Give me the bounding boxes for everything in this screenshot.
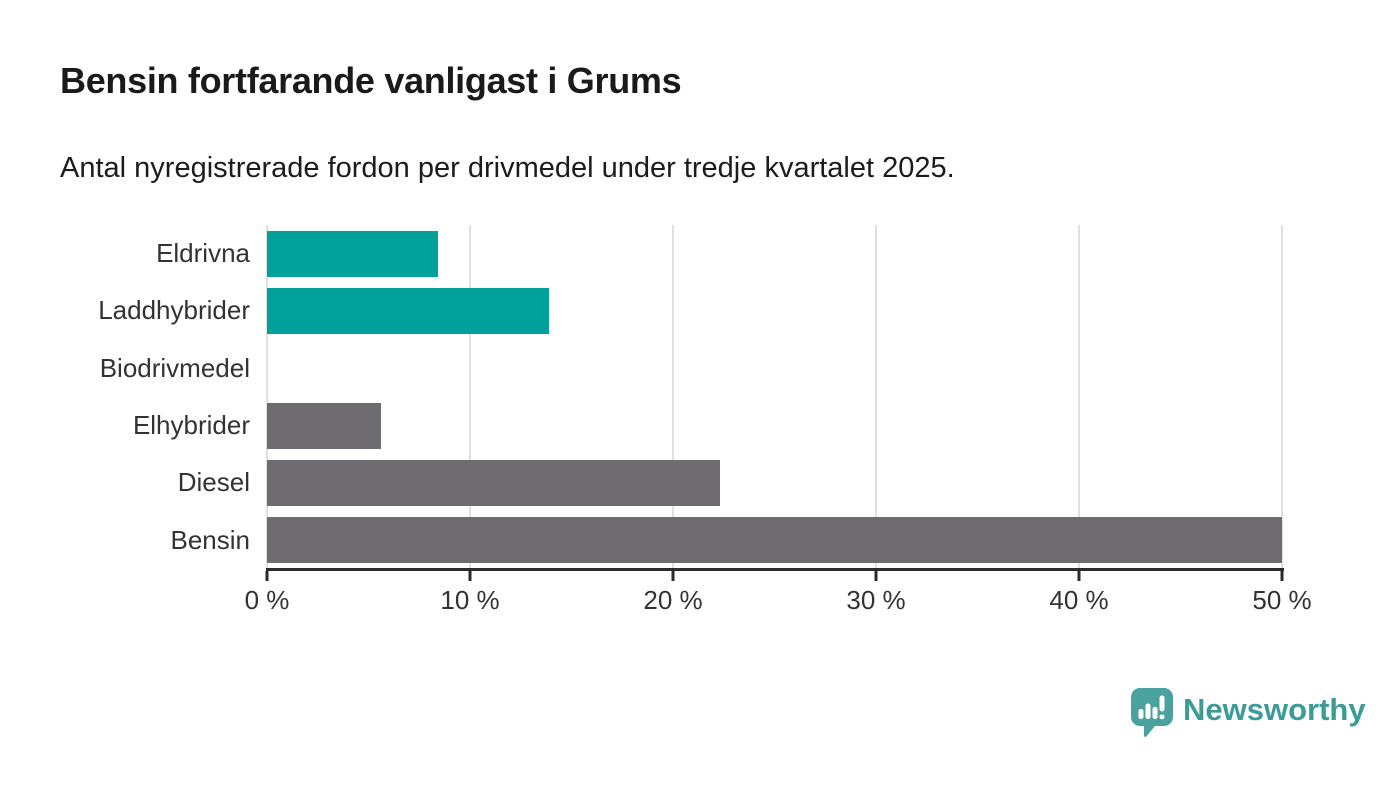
category-label-eldrivna: Eldrivna — [156, 238, 250, 268]
x-axis-line — [266, 568, 1284, 571]
gridline-40 — [1078, 225, 1080, 569]
x-axis: 0 % 10 % 20 % 30 % 40 % 50 % — [245, 568, 1312, 628]
newsworthy-logo-text: Newsworthy — [1183, 692, 1366, 727]
category-labels: Eldrivna Laddhybrider Biodrivmedel Elhybrid… — [0, 225, 250, 569]
bar-elhybrider — [267, 402, 381, 449]
axis-tick-label-20: 20 % — [643, 585, 703, 615]
axis-tick-50 — [1280, 571, 1284, 581]
chart-subtitle: Antal nyregistrerade fordon per drivmede… — [60, 152, 955, 184]
axis-tick-label-40: 40 % — [1049, 585, 1109, 615]
chart-title: Bensin fortfarande vanligast i Grums — [60, 60, 682, 101]
bar-laddhybrider — [267, 288, 550, 334]
gridline-20 — [672, 225, 674, 569]
axis-tick-20 — [671, 571, 675, 581]
axis-tick-label-0: 0 % — [244, 585, 290, 615]
axis-tick-10 — [468, 571, 472, 581]
axis-tick-label-10: 10 % — [440, 585, 500, 615]
bar-diesel — [267, 460, 720, 506]
category-label-elhybrider: Elhybrider — [132, 410, 250, 440]
bar-eldrivna — [267, 230, 438, 277]
axis-tick-label-50: 50 % — [1252, 585, 1312, 615]
category-label-bensin: Bensin — [170, 524, 251, 555]
axis-tick-label-30: 30 % — [846, 585, 906, 615]
newsworthy-logo: Newsworthy — [1131, 688, 1366, 738]
category-label-laddhybrider: Laddhybrider — [98, 295, 250, 326]
category-label-diesel: Diesel — [177, 467, 250, 498]
gridline-30 — [875, 225, 877, 569]
gridline-50 — [1281, 225, 1283, 569]
newsworthy-bubble-chart-icon — [1131, 688, 1173, 737]
gridline-0 — [266, 225, 268, 569]
axis-tick-30 — [874, 571, 878, 581]
category-label-biodrivmedel: Biodrivmedel — [99, 352, 250, 383]
plot-area — [266, 225, 1283, 569]
axis-tick-0 — [265, 571, 269, 581]
axis-tick-40 — [1077, 571, 1081, 581]
bar-bensin — [267, 517, 1282, 564]
gridline-10 — [469, 225, 471, 569]
